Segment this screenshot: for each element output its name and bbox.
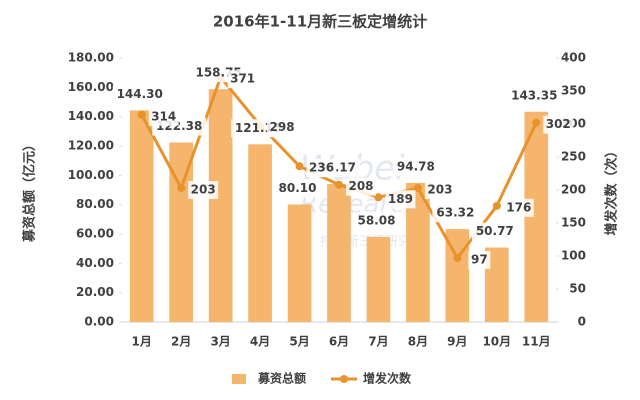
legend-label: 募资总额 bbox=[257, 371, 306, 386]
value-label: 58.08 bbox=[357, 213, 395, 227]
line-point bbox=[335, 180, 343, 189]
y-tick-label: 180.00 bbox=[68, 51, 114, 65]
bar bbox=[287, 204, 312, 322]
x-tick-label: 8月 bbox=[408, 335, 428, 349]
value-label: 371 bbox=[230, 72, 255, 86]
y2-tick-label: 400 bbox=[561, 51, 586, 65]
value-label-bg bbox=[188, 181, 219, 200]
value-label-bg bbox=[148, 107, 179, 126]
y2-axis-label: 增发次数（次） bbox=[604, 144, 620, 235]
value-label: 302 bbox=[546, 117, 571, 131]
value-label-bg bbox=[468, 250, 491, 269]
value-label: 203 bbox=[191, 183, 216, 197]
x-tick-label: 2月 bbox=[171, 335, 191, 349]
y-tick-label: 100.00 bbox=[68, 168, 114, 182]
value-label: 143.35 bbox=[511, 88, 557, 102]
value-label: 189 bbox=[388, 192, 413, 206]
value-label: 63.32 bbox=[436, 206, 474, 220]
y-tick-label: 160.00 bbox=[68, 80, 114, 94]
y2-tick-label: 50 bbox=[569, 282, 586, 296]
y2-tick-label: 150 bbox=[561, 216, 586, 230]
value-label: 50.77 bbox=[476, 224, 514, 238]
legend-label: 增发次数 bbox=[363, 371, 412, 386]
y-tick-label: 120.00 bbox=[68, 139, 114, 153]
bar bbox=[248, 144, 272, 322]
value-label-bg bbox=[274, 179, 321, 198]
legend-swatch bbox=[340, 375, 348, 383]
x-tick-label: 5月 bbox=[289, 335, 309, 349]
line-point bbox=[137, 110, 146, 119]
value-label: 298 bbox=[270, 120, 295, 134]
legend-swatch bbox=[232, 374, 246, 384]
value-label-bg bbox=[385, 190, 416, 209]
bar bbox=[208, 89, 233, 323]
value-label-bg bbox=[503, 198, 534, 217]
x-tick-label: 10月 bbox=[482, 335, 511, 349]
y-tick-label: 40.00 bbox=[76, 256, 114, 270]
value-label: 176 bbox=[506, 200, 531, 214]
value-label: 80.10 bbox=[279, 181, 317, 195]
bar bbox=[524, 111, 549, 323]
value-label: 203 bbox=[427, 183, 452, 197]
y-tick-label: 60.00 bbox=[76, 227, 114, 241]
bar bbox=[406, 182, 430, 322]
x-tick-label: 3月 bbox=[210, 335, 230, 349]
bar bbox=[327, 183, 351, 322]
x-tick-label: 6月 bbox=[329, 335, 349, 349]
value-label-bg bbox=[543, 115, 574, 134]
value-label-bg bbox=[267, 118, 298, 137]
value-label: 97 bbox=[471, 252, 488, 266]
y-tick-label: 20.00 bbox=[76, 285, 114, 299]
y-tick-label: 80.00 bbox=[76, 197, 114, 211]
y-tick-label: 140.00 bbox=[68, 109, 114, 123]
line-point bbox=[177, 184, 186, 193]
line-point bbox=[295, 162, 304, 171]
y2-tick-label: 0 bbox=[578, 315, 586, 329]
chart-title: 2016年1-11月新三板定增统计 bbox=[213, 13, 427, 31]
value-label-bg bbox=[227, 70, 258, 89]
bar bbox=[484, 247, 509, 322]
y-axis-label: 募资总额（亿元） bbox=[22, 138, 38, 243]
value-label-bg bbox=[346, 177, 376, 196]
value-label: 144.30 bbox=[117, 87, 163, 101]
value-label: 94.78 bbox=[397, 159, 435, 173]
bar bbox=[169, 142, 194, 322]
bar bbox=[129, 110, 154, 322]
value-label-bg bbox=[471, 222, 518, 241]
y2-tick-label: 100 bbox=[561, 249, 586, 263]
x-tick-label: 4月 bbox=[250, 335, 270, 349]
y2-tick-label: 200 bbox=[561, 183, 586, 197]
bar bbox=[366, 236, 391, 322]
x-tick-label: 11月 bbox=[522, 335, 551, 349]
line-point bbox=[453, 253, 462, 262]
line-point bbox=[532, 118, 541, 127]
value-label: 236 bbox=[309, 161, 334, 175]
line-point bbox=[374, 193, 383, 202]
value-label-bg bbox=[392, 157, 439, 176]
line-point bbox=[413, 184, 422, 193]
value-label-bg bbox=[112, 85, 167, 104]
y2-tick-label: 250 bbox=[561, 150, 586, 164]
value-label-bg bbox=[507, 86, 562, 105]
x-tick-label: 9月 bbox=[447, 335, 467, 349]
y-tick-label: 0.00 bbox=[84, 315, 114, 329]
value-label-bg bbox=[432, 204, 479, 223]
y2-tick-label: 350 bbox=[561, 84, 586, 98]
x-tick-label: 7月 bbox=[368, 335, 388, 349]
value-label: 208 bbox=[348, 179, 373, 193]
value-label-bg bbox=[424, 181, 455, 200]
value-label-bg bbox=[306, 159, 337, 178]
value-label: 314 bbox=[151, 109, 176, 123]
x-tick-label: 1月 bbox=[132, 335, 152, 349]
value-label-bg bbox=[353, 211, 400, 230]
line-point bbox=[492, 201, 501, 210]
